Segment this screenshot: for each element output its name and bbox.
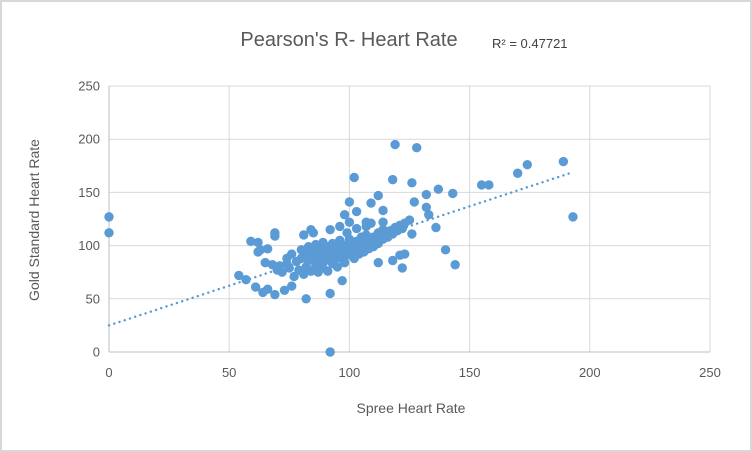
data-point	[476, 180, 487, 190]
data-point	[308, 228, 319, 238]
data-point	[339, 257, 350, 268]
data-point	[373, 257, 383, 268]
data-point	[431, 222, 441, 233]
data-point	[299, 230, 309, 240]
data-point	[270, 289, 280, 300]
x-tick-label: 250	[699, 365, 721, 380]
tick-label-layer: 0 50 100 150 200 250 0 50 100 150 200 250	[78, 79, 721, 381]
data-point	[450, 260, 460, 270]
data-point	[424, 210, 434, 220]
data-point	[277, 267, 287, 277]
data-point	[522, 160, 532, 170]
data-point	[255, 245, 266, 255]
x-axis-title: Spree Heart Rate	[357, 400, 466, 416]
data-point	[339, 210, 350, 220]
data-point	[335, 221, 345, 232]
trendline	[107, 170, 575, 327]
data-point	[262, 284, 273, 294]
data-point	[289, 271, 299, 282]
data-point	[104, 212, 114, 222]
data-point	[399, 249, 410, 259]
data-point	[279, 285, 290, 295]
data-point	[387, 174, 398, 185]
y-tick-label: 250	[78, 79, 100, 94]
data-point	[421, 189, 432, 200]
y-tick-label: 200	[78, 132, 100, 147]
data-point	[260, 257, 270, 268]
data-point	[301, 294, 311, 304]
data-point	[325, 288, 335, 299]
data-point	[241, 274, 251, 285]
data-point	[344, 197, 355, 207]
x-tick-label: 0	[105, 365, 112, 380]
data-point	[512, 168, 523, 178]
data-point	[412, 143, 422, 153]
data-point	[325, 224, 335, 235]
y-tick-label: 0	[93, 345, 100, 360]
data-point	[323, 266, 333, 276]
data-point	[262, 244, 273, 254]
data-point	[332, 262, 343, 272]
data-point	[337, 276, 347, 286]
data-point	[342, 228, 352, 238]
data-point-layer	[104, 139, 578, 357]
data-point	[234, 270, 244, 281]
data-point	[325, 347, 335, 357]
trendline-layer	[107, 170, 575, 327]
data-point	[351, 206, 362, 217]
data-point	[433, 184, 444, 194]
data-point	[568, 212, 578, 222]
y-tick-label: 100	[78, 238, 100, 253]
data-point	[407, 229, 417, 239]
data-point	[448, 188, 458, 199]
data-point	[270, 228, 280, 238]
data-point	[440, 245, 451, 255]
r-squared-label: R² = 0.47721	[492, 36, 568, 51]
x-tick-label: 100	[339, 365, 361, 380]
data-point	[366, 218, 376, 228]
data-point	[378, 205, 388, 216]
data-point	[287, 249, 297, 259]
data-point	[349, 172, 359, 183]
y-tick-label: 150	[78, 185, 100, 200]
data-point	[404, 215, 415, 225]
data-point	[373, 190, 383, 201]
data-point	[246, 236, 256, 247]
data-point	[378, 217, 388, 227]
data-point	[284, 263, 294, 273]
data-point	[250, 282, 261, 292]
x-tick-label: 50	[222, 365, 236, 380]
data-point	[558, 156, 569, 167]
data-point	[366, 198, 376, 208]
gridline-layer	[109, 85, 711, 352]
data-point	[390, 139, 400, 150]
data-point	[397, 263, 407, 273]
data-point	[344, 217, 355, 227]
y-tick-label: 50	[86, 291, 100, 306]
x-tick-label: 150	[459, 365, 481, 380]
data-point	[407, 178, 417, 188]
data-point	[421, 202, 432, 212]
chart-title: Pearson's R- Heart Rate	[240, 29, 457, 51]
data-point	[409, 197, 420, 207]
data-point	[299, 269, 309, 280]
data-point	[287, 281, 297, 291]
data-point	[387, 255, 398, 266]
data-point	[253, 237, 263, 248]
data-point	[104, 228, 114, 238]
x-tick-label: 200	[579, 365, 601, 380]
data-point	[484, 180, 494, 190]
y-axis-title: Gold Standard Heart Rate	[26, 139, 42, 301]
data-point	[351, 223, 362, 234]
